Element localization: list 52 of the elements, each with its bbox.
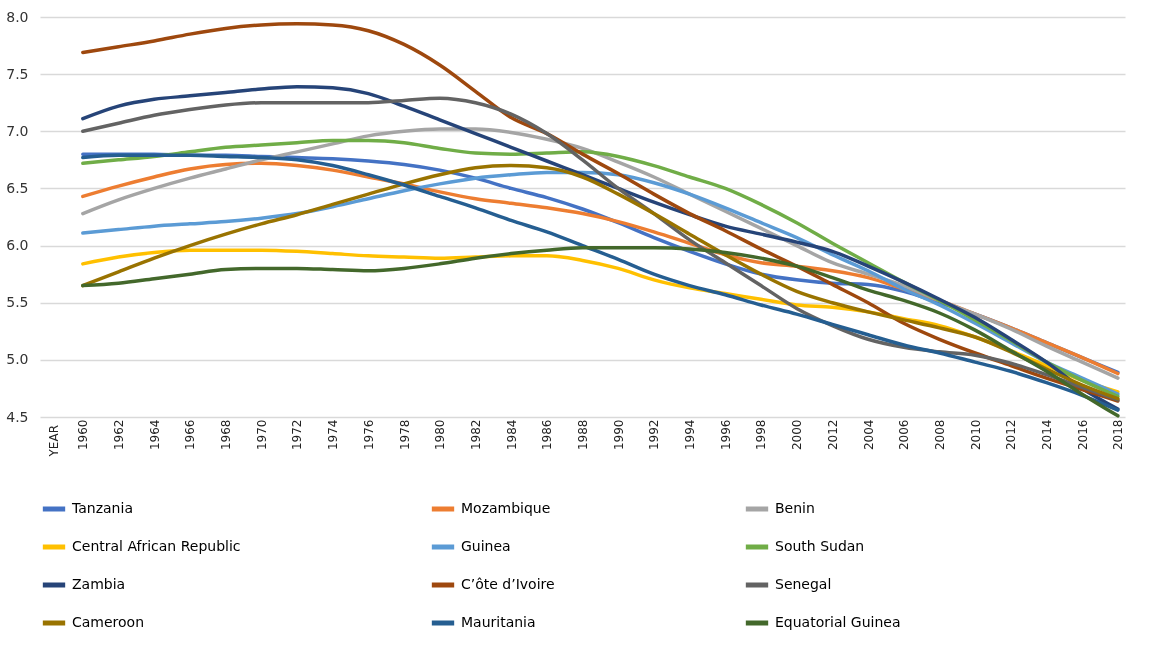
- legend-label: C’ôte d’Ivoire: [461, 576, 555, 592]
- y-tick-label: 7.5: [6, 65, 29, 82]
- x-tick-label: 1994: [683, 419, 698, 451]
- y-tick-label: 4.5: [6, 408, 29, 425]
- legend-label: Mauritania: [461, 614, 536, 630]
- text: YEAR: [47, 425, 62, 458]
- x-tick-label: 2016: [1075, 419, 1090, 451]
- legend-label: Guinea: [461, 538, 511, 554]
- x-tick-label: 1964: [147, 419, 162, 451]
- legend-label: Senegal: [775, 576, 832, 592]
- x-tick-label: 1976: [361, 419, 376, 451]
- y-tick-label: 5.5: [6, 294, 29, 311]
- x-tick-label: 2004: [861, 419, 876, 451]
- legend-label: Cameroon: [72, 614, 145, 630]
- x-tick-label: 1996: [718, 419, 733, 451]
- y-tick-label: 6.5: [6, 179, 29, 196]
- x-tick-label: 2012: [825, 419, 840, 451]
- x-tick-label: 1984: [504, 419, 519, 451]
- x-tick-label: 1982: [468, 419, 483, 451]
- y-tick-label: 7.0: [6, 122, 29, 139]
- x-tick-label: 1980: [433, 419, 448, 451]
- x-tick-label: 2006: [897, 419, 912, 451]
- x-tick-label: 1974: [326, 419, 341, 451]
- line-series: [81, 246, 1120, 418]
- x-tick-label: 2014: [1039, 419, 1054, 451]
- x-tick-label: 1972: [290, 419, 305, 451]
- legend-label: South Sudan: [775, 538, 865, 554]
- x-tick-label: 1978: [397, 419, 412, 451]
- x-tick-label: 2000: [790, 419, 805, 451]
- x-tick-label: 1970: [254, 419, 269, 451]
- x-tick-label: 1966: [183, 419, 198, 451]
- legend-label: Benin: [775, 500, 815, 516]
- x-tick-label: 1968: [219, 419, 234, 451]
- legend-label: Mozambique: [461, 500, 551, 516]
- x-tick-label: 2018: [1111, 419, 1126, 451]
- legend-label: Tanzania: [71, 500, 133, 516]
- y-tick-label: 8.0: [6, 8, 29, 25]
- x-tick-label: 1986: [540, 419, 555, 451]
- x-tick-label: 2012: [1004, 419, 1019, 451]
- x-tick-label: 1962: [112, 419, 127, 451]
- y-tick-label: 5.0: [6, 351, 29, 368]
- x-tick-label: 2010: [968, 419, 983, 451]
- y-tick-label: 6.0: [6, 237, 29, 254]
- legend-label: Equatorial Guinea: [775, 614, 901, 630]
- x-tick-label: 1992: [647, 419, 662, 451]
- x-tick-label: 1990: [611, 419, 626, 451]
- x-tick-label: 1998: [754, 419, 769, 451]
- x-tick-label: 1960: [76, 419, 91, 451]
- legend-label: Zambia: [72, 576, 126, 592]
- x-tick-label: 1988: [576, 419, 590, 451]
- legend-label: Central African Republic: [72, 538, 241, 554]
- x-tick-label: 2008: [932, 419, 947, 451]
